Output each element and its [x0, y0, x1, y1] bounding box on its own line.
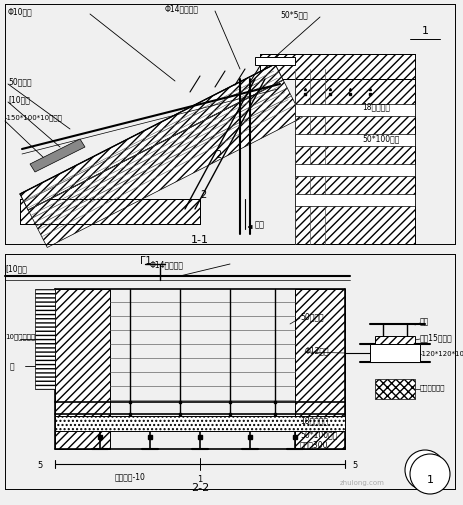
Text: -120*120*10预埋件: -120*120*10预埋件 [419, 350, 463, 357]
Text: zhulong.com: zhulong.com [339, 479, 384, 485]
Polygon shape [294, 289, 344, 449]
Text: 50厚木板: 50厚木板 [8, 77, 31, 86]
Text: 1: 1 [420, 26, 427, 36]
Text: Φ14对位螺栓: Φ14对位螺栓 [150, 260, 184, 269]
Text: 踏步净宽-10: 踏步净宽-10 [114, 472, 145, 481]
Text: 1: 1 [425, 474, 432, 484]
Text: 预埋15厚木板: 预埋15厚木板 [419, 333, 452, 342]
Text: 18厚胶合板: 18厚胶合板 [300, 416, 327, 425]
Polygon shape [55, 289, 110, 449]
Text: 5: 5 [38, 460, 43, 469]
Text: 10厚海面胶条: 10厚海面胶条 [5, 333, 35, 340]
Bar [294, 105, 414, 117]
Text: 1-1: 1-1 [191, 234, 208, 244]
Text: 2: 2 [214, 149, 221, 160]
Text: [10槽钢: [10槽钢 [8, 95, 30, 105]
Text: 50*100方木: 50*100方木 [300, 430, 337, 439]
Text: 5: 5 [351, 460, 357, 469]
Polygon shape [20, 65, 301, 248]
Bar [294, 165, 414, 177]
Text: 2: 2 [200, 189, 206, 199]
Polygon shape [30, 140, 85, 173]
Bar [374, 336, 414, 344]
Polygon shape [294, 70, 414, 244]
Text: 高强塑料垫块: 高强塑料垫块 [419, 384, 444, 390]
Text: 缝: 缝 [10, 362, 15, 371]
Text: 1: 1 [197, 474, 202, 483]
Bar [294, 194, 414, 207]
Polygon shape [255, 58, 294, 66]
Bar [55, 416, 344, 431]
Text: 50*100方木: 50*100方木 [361, 134, 399, 143]
Text: [10槽钢: [10槽钢 [5, 264, 27, 273]
Text: 支腿: 支腿 [419, 317, 428, 326]
Circle shape [409, 454, 449, 494]
Text: 间距为300: 间距为300 [300, 440, 328, 448]
Text: Γ1: Γ1 [140, 256, 151, 266]
Circle shape [404, 450, 444, 490]
Polygon shape [259, 55, 414, 80]
Bar [35, 289, 55, 389]
Text: Φ12钢筋: Φ12钢筋 [304, 346, 329, 355]
Text: 钢管: 钢管 [255, 220, 264, 229]
Text: 18厚胶合板: 18厚胶合板 [361, 103, 389, 111]
Bar [369, 344, 419, 362]
Polygon shape [20, 65, 282, 211]
Text: 2-2: 2-2 [190, 482, 209, 492]
Text: 50厚木板: 50厚木板 [300, 312, 323, 321]
Bar [374, 379, 414, 399]
Text: Φ10螺栓: Φ10螺栓 [8, 8, 33, 17]
Text: 50*5角钢: 50*5角钢 [279, 11, 307, 20]
Bar [294, 135, 414, 147]
Text: Φ14对位螺栓: Φ14对位螺栓 [165, 5, 199, 14]
Polygon shape [20, 199, 200, 225]
Text: -150*100*10钢垫板: -150*100*10钢垫板 [5, 115, 63, 121]
